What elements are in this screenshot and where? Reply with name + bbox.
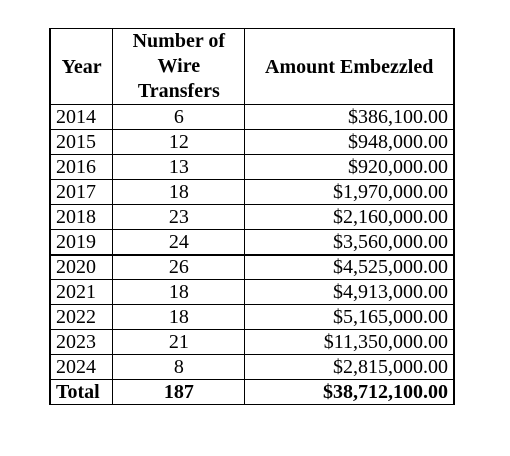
total-amount: $38,712,100.00 [244,379,456,405]
cell-amount: $4,913,000.00 [244,279,456,305]
cell-year: 2023 [49,329,114,355]
embezzlement-table: Year Number of Wire Transfers Amount Emb… [49,28,456,405]
cell-year: 2022 [49,304,114,330]
total-label: Total [49,379,114,405]
table-row: 2018 23 $2,160,000.00 [49,204,456,230]
cell-wire-count: 26 [112,253,246,280]
cell-wire-count: 24 [112,229,246,255]
cell-wire-count: 18 [112,304,246,330]
table-row: 2020 26 $4,525,000.00 [49,253,456,280]
cell-amount: $920,000.00 [244,154,456,180]
cell-wire-count: 23 [112,204,246,230]
cell-year: 2021 [49,279,114,305]
cell-year: 2016 [49,154,114,180]
table-row: 2014 6 $386,100.00 [49,104,456,130]
cell-year: 2015 [49,129,114,155]
cell-year: 2024 [49,354,114,380]
cell-amount: $11,350,000.00 [244,329,456,355]
cell-wire-count: 13 [112,154,246,180]
cell-wire-count: 18 [112,279,246,305]
cell-amount: $386,100.00 [244,104,456,130]
header-amount-embezzled: Amount Embezzled [244,28,456,105]
table-row: 2021 18 $4,913,000.00 [49,279,456,305]
header-wire-transfers: Number of Wire Transfers [112,28,246,105]
header-row: Year Number of Wire Transfers Amount Emb… [49,28,456,105]
cell-wire-count: 12 [112,129,246,155]
cell-year: 2019 [49,229,114,255]
header-wire-transfers-line2: Wire [157,55,201,77]
table-row: 2015 12 $948,000.00 [49,129,456,155]
table-body: 2014 6 $386,100.00 2015 12 $948,000.00 2… [49,104,456,380]
header-year: Year [49,28,114,105]
cell-amount: $1,970,000.00 [244,179,456,205]
cell-year: 2020 [49,253,114,280]
cell-wire-count: 6 [112,104,246,130]
cell-year: 2018 [49,204,114,230]
cell-year: 2017 [49,179,114,205]
cell-wire-count: 18 [112,179,246,205]
cell-amount: $5,165,000.00 [244,304,456,330]
table-row: 2023 21 $11,350,000.00 [49,329,456,355]
header-wire-transfers-line3: Transfers [137,80,220,102]
cell-amount: $3,560,000.00 [244,229,456,255]
table-footer: Total 187 $38,712,100.00 [49,379,456,405]
cell-amount: $948,000.00 [244,129,456,155]
total-wire-count: 187 [112,379,246,405]
header-wire-transfers-line1: Number of [132,30,226,52]
cell-wire-count: 8 [112,354,246,380]
cell-year: 2014 [49,104,114,130]
table-row: 2016 13 $920,000.00 [49,154,456,180]
total-row: Total 187 $38,712,100.00 [49,379,456,405]
table-row: 2017 18 $1,970,000.00 [49,179,456,205]
cell-amount: $2,160,000.00 [244,204,456,230]
cell-wire-count: 21 [112,329,246,355]
table-row: 2022 18 $5,165,000.00 [49,304,456,330]
cell-amount: $2,815,000.00 [244,354,456,380]
table-header: Year Number of Wire Transfers Amount Emb… [49,28,456,105]
table-row: 2019 24 $3,560,000.00 [49,229,456,255]
cell-amount: $4,525,000.00 [244,253,456,280]
table-row: 2024 8 $2,815,000.00 [49,354,456,380]
